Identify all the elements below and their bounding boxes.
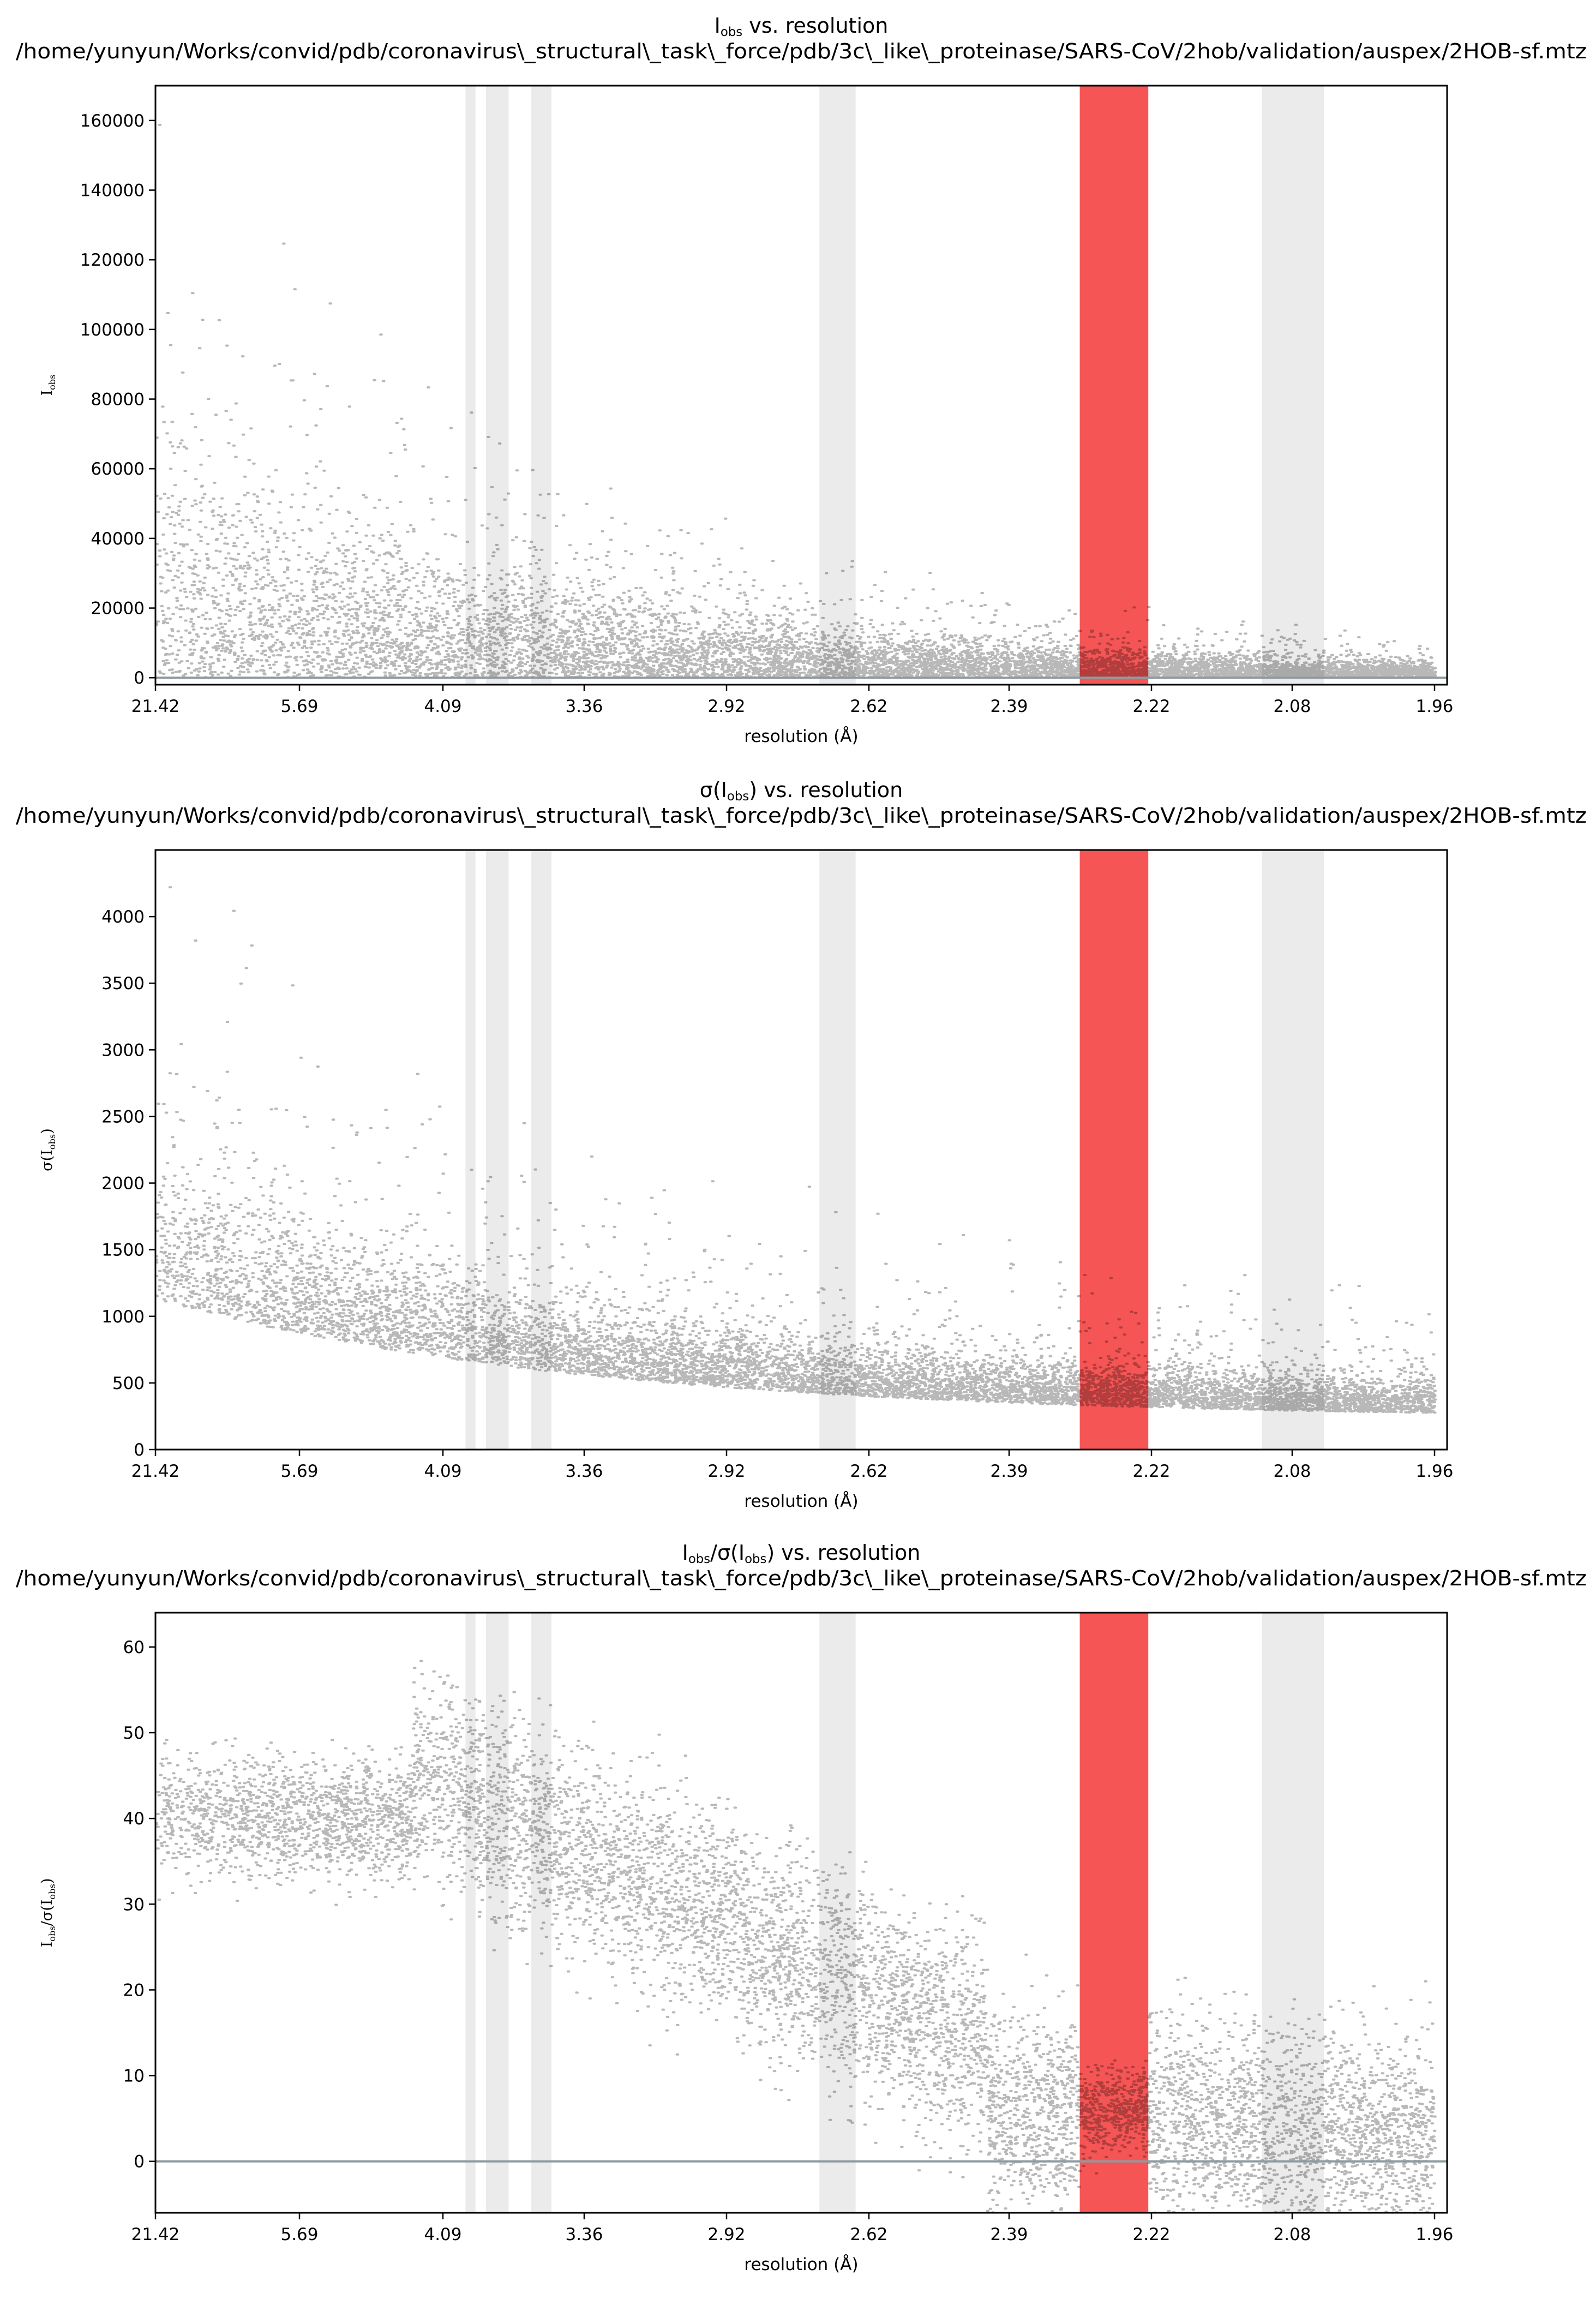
- flagged-ice-ring-band: [1079, 850, 1149, 1450]
- y-tick-label: 30: [123, 1895, 145, 1914]
- ice-ring-band: [531, 1613, 552, 2213]
- x-axis-label: resolution (Å): [744, 1492, 858, 1511]
- y-tick-label: 120000: [80, 250, 145, 270]
- ice-ring-band: [486, 86, 509, 685]
- x-tick-label: 2.39: [990, 2225, 1028, 2244]
- x-axis-label: resolution (Å): [744, 2255, 858, 2274]
- y-tick-label: 2000: [101, 1174, 145, 1194]
- x-tick-label: 2.92: [707, 2225, 745, 2244]
- x-tick-label: 2.62: [850, 2225, 887, 2244]
- x-tick-label: 2.22: [1132, 697, 1170, 716]
- ice-ring-band: [1262, 850, 1324, 1450]
- y-tick-label: 0: [134, 2152, 145, 2172]
- chart-subtitle-path: /home/yunyun/Works/convid/pdb/coronaviru…: [16, 1566, 1587, 1590]
- data-points: [154, 123, 1437, 679]
- x-axis-label: resolution (Å): [744, 727, 858, 746]
- ice-ring-band: [486, 850, 509, 1450]
- ice-ring-band: [531, 850, 552, 1450]
- y-tick-label: 160000: [80, 111, 145, 131]
- ice-ring-band: [819, 86, 856, 685]
- y-tick-label: 80000: [91, 390, 145, 410]
- y-tick-label: 50: [123, 1723, 145, 1743]
- flagged-ice-ring-band: [1079, 1613, 1149, 2213]
- axes-frame: [154, 85, 1448, 686]
- y-axis-label: Iobs​: [39, 374, 57, 396]
- y-tick-label: 1000: [101, 1307, 145, 1327]
- ice-ring-band: [465, 1613, 476, 2213]
- y-tick-label: 0: [134, 1440, 145, 1460]
- flagged-ice-ring-band: [1079, 86, 1149, 685]
- ice-ring-band: [486, 1613, 509, 2213]
- ice-ring-band: [1262, 1613, 1324, 2213]
- x-tick-label: 4.09: [424, 1462, 461, 1481]
- y-tick-label: 3500: [101, 974, 145, 993]
- ice-ring-band: [819, 850, 856, 1450]
- x-tick-label: 2.92: [707, 697, 745, 716]
- ice-ring-band: [465, 86, 476, 685]
- x-tick-label: 2.62: [850, 697, 887, 716]
- x-tick-label: 3.36: [565, 697, 603, 716]
- ice-ring-band: [1262, 86, 1324, 685]
- x-tick-label: 1.96: [1415, 2225, 1453, 2244]
- panel-3: 0 10 20 30 40 50 60 21.42 5.69 4.09 3.36 2.92 2.62 2.…: [16, 1541, 1587, 2274]
- x-tick-label: 1.96: [1415, 1462, 1453, 1481]
- data-points: [154, 886, 1437, 1414]
- x-tick-label: 21.42: [131, 1462, 180, 1481]
- y-axis-label: σ(Iobs​): [39, 1128, 57, 1171]
- y-tick-label: 3000: [101, 1040, 145, 1060]
- y-tick-label: 4000: [101, 907, 145, 927]
- y-tick-label: 20000: [91, 599, 145, 619]
- chart-title: Iobs​ vs. resolution: [715, 14, 889, 39]
- axes-frame: [154, 849, 1448, 1451]
- y-tick-label: 60000: [91, 459, 145, 479]
- y-tick-label: 10: [123, 2067, 145, 2086]
- y-tick-label: 40000: [91, 529, 145, 549]
- chart-title: σ(Iobs​) vs. resolution: [700, 778, 903, 804]
- x-tick-label: 3.36: [565, 1462, 603, 1481]
- y-tick-label: 1500: [101, 1241, 145, 1260]
- axes-frame: [154, 1612, 1448, 2214]
- y-tick-label: 500: [112, 1374, 145, 1393]
- x-tick-label: 21.42: [131, 697, 180, 716]
- x-tick-label: 2.39: [990, 1462, 1028, 1481]
- data-points: [154, 1660, 1437, 2214]
- x-tick-label: 2.08: [1273, 697, 1311, 716]
- x-tick-label: 21.42: [131, 2225, 180, 2244]
- chart-subtitle-path: /home/yunyun/Works/convid/pdb/coronaviru…: [16, 39, 1587, 63]
- x-tick-label: 4.09: [424, 697, 461, 716]
- panel-1: 0 20000 40000 60000 80000 100000 120000 140000 1…: [16, 14, 1587, 746]
- y-axis-label: Iobs​/σ(Iobs​): [39, 1878, 57, 1948]
- x-tick-label: 2.22: [1132, 2225, 1170, 2244]
- x-tick-label: 2.92: [707, 1462, 745, 1481]
- y-tick-label: 20: [123, 1980, 145, 2000]
- y-tick-label: 0: [134, 668, 145, 688]
- x-tick-label: 5.69: [280, 2225, 318, 2244]
- x-tick-label: 4.09: [424, 2225, 461, 2244]
- chart-subtitle-path: /home/yunyun/Works/convid/pdb/coronaviru…: [16, 804, 1587, 828]
- y-tick-label: 140000: [80, 181, 145, 201]
- x-tick-label: 2.08: [1273, 2225, 1311, 2244]
- x-tick-label: 5.69: [280, 1462, 318, 1481]
- x-tick-label: 2.39: [990, 697, 1028, 716]
- y-tick-label: 2500: [101, 1107, 145, 1127]
- ice-ring-band: [465, 850, 476, 1450]
- x-tick-label: 2.08: [1273, 1462, 1311, 1481]
- panel-2: 0 500 1000 1500 2000 2500 3000 3500 4000 21.42 5.6…: [16, 778, 1587, 1511]
- ice-ring-band: [531, 86, 552, 685]
- ice-ring-band: [819, 1613, 856, 2213]
- x-tick-label: 2.22: [1132, 1462, 1170, 1481]
- y-tick-label: 60: [123, 1638, 145, 1657]
- x-tick-label: 1.96: [1415, 697, 1453, 716]
- x-tick-label: 5.69: [280, 697, 318, 716]
- x-tick-label: 3.36: [565, 2225, 603, 2244]
- x-tick-label: 2.62: [850, 1462, 887, 1481]
- chart-title: Iobs​/σ(Iobs​) vs. resolution: [682, 1541, 921, 1566]
- y-tick-label: 100000: [80, 320, 145, 340]
- y-tick-label: 40: [123, 1809, 145, 1829]
